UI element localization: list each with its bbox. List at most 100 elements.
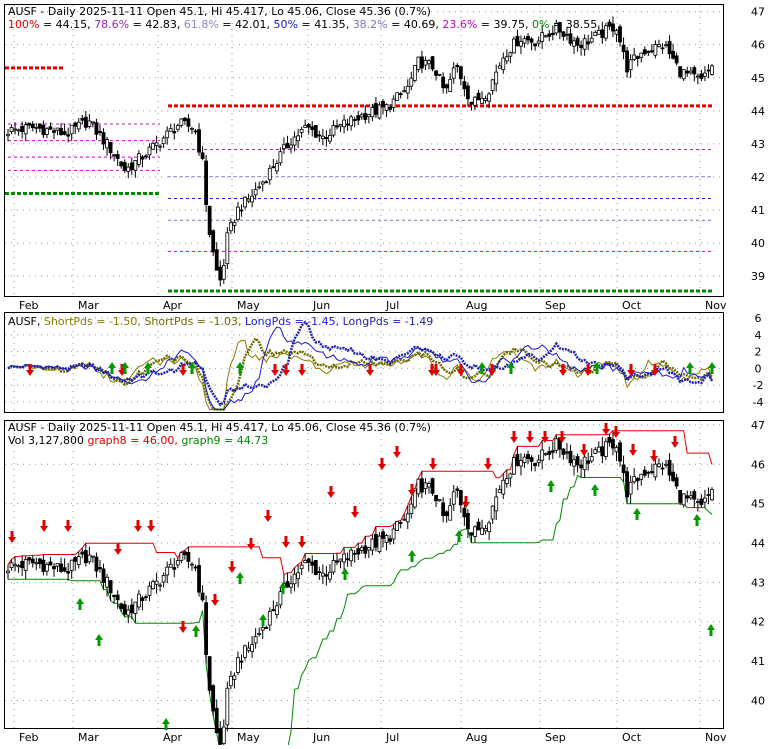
bot-candle-body-80 bbox=[289, 583, 293, 588]
top-candle-body-52 bbox=[190, 128, 194, 130]
top-candle-body-50 bbox=[182, 117, 187, 122]
bot-candle-body-57 bbox=[207, 656, 212, 691]
fib-236-value: 39.75 bbox=[494, 18, 526, 31]
bot-candle-body-45 bbox=[165, 566, 170, 576]
fib-0-label: 0% bbox=[532, 18, 549, 31]
bot-candle-body-89 bbox=[320, 572, 325, 577]
top-candle-body-8 bbox=[34, 127, 39, 129]
top-candle-body-95 bbox=[342, 119, 346, 128]
bot-candle-body-145 bbox=[519, 460, 523, 467]
graph8-line bbox=[7, 430, 713, 576]
top-candle-body-54 bbox=[197, 129, 201, 153]
top-candle-body-179 bbox=[639, 52, 644, 58]
bot-candle-body-120 bbox=[430, 478, 435, 494]
top-candle-body-112 bbox=[402, 90, 407, 93]
bot-candle-body-151 bbox=[540, 449, 545, 461]
bot-candle-body-86 bbox=[310, 561, 315, 566]
xtick-top-2: Apr bbox=[163, 299, 183, 312]
top-candle-body-15 bbox=[59, 128, 63, 136]
osc-buy-arrow-2 bbox=[144, 362, 152, 374]
top-candle-body-89 bbox=[320, 135, 325, 139]
top-candle-body-84 bbox=[303, 125, 308, 128]
top-candle-body-68 bbox=[246, 198, 251, 202]
ytick-bot-7: 47 bbox=[751, 419, 765, 432]
top-candle-body-48 bbox=[175, 125, 180, 130]
top-candle-body-73 bbox=[264, 181, 269, 184]
top-candle-body-107 bbox=[384, 104, 389, 111]
bot-candle-body-154 bbox=[550, 450, 555, 453]
bot-candle-body-104 bbox=[374, 533, 378, 548]
fib-50-label: 50% bbox=[274, 18, 298, 31]
top-candle-body-72 bbox=[260, 181, 265, 185]
top-candle-body-119 bbox=[427, 60, 431, 65]
bot-candle-body-26 bbox=[98, 567, 102, 570]
top-candle-body-121 bbox=[434, 70, 438, 76]
top-candle-body-118 bbox=[423, 59, 428, 66]
top-candle-body-163 bbox=[582, 38, 587, 50]
bot-sell-arrow-17 bbox=[408, 484, 416, 496]
top-candle-body-187 bbox=[667, 40, 672, 55]
bot-candle-body-49 bbox=[179, 552, 184, 561]
bot-candle-body-67 bbox=[243, 645, 247, 658]
fib-50-value: 41.35 bbox=[314, 18, 346, 31]
osc-name: AUSF bbox=[8, 315, 37, 328]
top-candle-body-6 bbox=[27, 122, 32, 126]
bot-candle-body-130 bbox=[465, 512, 470, 530]
top-candle-body-104 bbox=[374, 103, 378, 115]
top-candle-body-69 bbox=[250, 195, 255, 203]
top-candle-body-166 bbox=[593, 32, 598, 36]
bot-candle-body-37 bbox=[136, 593, 141, 608]
bot-candle-body-196 bbox=[699, 498, 704, 505]
top-candle-body-120 bbox=[430, 56, 435, 70]
bot-candle-body-105 bbox=[377, 535, 382, 552]
top-candle-body-35 bbox=[129, 162, 134, 170]
top-candle-body-137 bbox=[490, 79, 495, 92]
top-candle-body-138 bbox=[494, 71, 499, 85]
bot-candle-body-59 bbox=[214, 707, 219, 734]
top-candle-body-23 bbox=[87, 120, 92, 127]
top-candle-body-142 bbox=[508, 52, 513, 57]
bot-candle-body-101 bbox=[363, 545, 368, 554]
xtick-top-8: Oct bbox=[622, 299, 642, 312]
top-candle-body-136 bbox=[487, 93, 492, 102]
bot-candle-body-27 bbox=[101, 568, 106, 583]
bot-buy-arrow-10 bbox=[547, 480, 555, 492]
top-candle-body-143 bbox=[511, 38, 516, 54]
bot-candle-body-22 bbox=[83, 550, 88, 564]
fib-236-label: 23.6% bbox=[442, 18, 477, 31]
ytick-top-1: 40 bbox=[751, 237, 765, 250]
top-candle-body-75 bbox=[271, 166, 276, 169]
osc-buy-arrow-8 bbox=[686, 362, 694, 374]
oscillator-arrows bbox=[26, 362, 716, 376]
bot-candle-body-138 bbox=[494, 496, 499, 512]
bot-candle-body-159 bbox=[568, 450, 573, 464]
top-candle-body-130 bbox=[465, 85, 470, 100]
bot-candle-body-21 bbox=[80, 551, 85, 555]
bot-candle-body-51 bbox=[186, 552, 191, 562]
bot-candle-body-152 bbox=[543, 453, 548, 456]
top-candle-body-90 bbox=[324, 137, 329, 140]
bot-candle-body-135 bbox=[483, 528, 488, 532]
top-candle-body-132 bbox=[473, 96, 477, 106]
xtick-bot-9: Nov bbox=[705, 731, 727, 744]
bot-candle-body-39 bbox=[144, 596, 148, 599]
bot-candle-body-185 bbox=[660, 467, 665, 470]
ytick-bot-0: 40 bbox=[751, 694, 765, 707]
top-candle-body-85 bbox=[306, 123, 311, 128]
bot-candle-body-18 bbox=[69, 559, 74, 571]
top-candle-body-91 bbox=[328, 135, 332, 142]
bot-sell-arrow-28 bbox=[629, 444, 637, 456]
osc-sell-arrow-12 bbox=[584, 364, 592, 376]
bot-candle-body-54 bbox=[197, 565, 201, 593]
top-candle-body-174 bbox=[621, 44, 626, 53]
top-candle-body-45 bbox=[165, 130, 170, 139]
bot-candle-body-183 bbox=[653, 463, 658, 478]
top-candle-body-131 bbox=[469, 101, 474, 105]
bot-candle-body-11 bbox=[45, 564, 49, 572]
bot-sell-arrow-8 bbox=[228, 561, 236, 573]
bot-candle-body-55 bbox=[200, 592, 205, 601]
bot-buy-arrow-2 bbox=[162, 718, 170, 730]
xtick-bot-5: Jul bbox=[385, 731, 399, 744]
top-title: AUSF - Daily 2025-11-11 Open 45.1, Hi 45… bbox=[8, 5, 431, 18]
top-candle-body-97 bbox=[349, 116, 354, 127]
